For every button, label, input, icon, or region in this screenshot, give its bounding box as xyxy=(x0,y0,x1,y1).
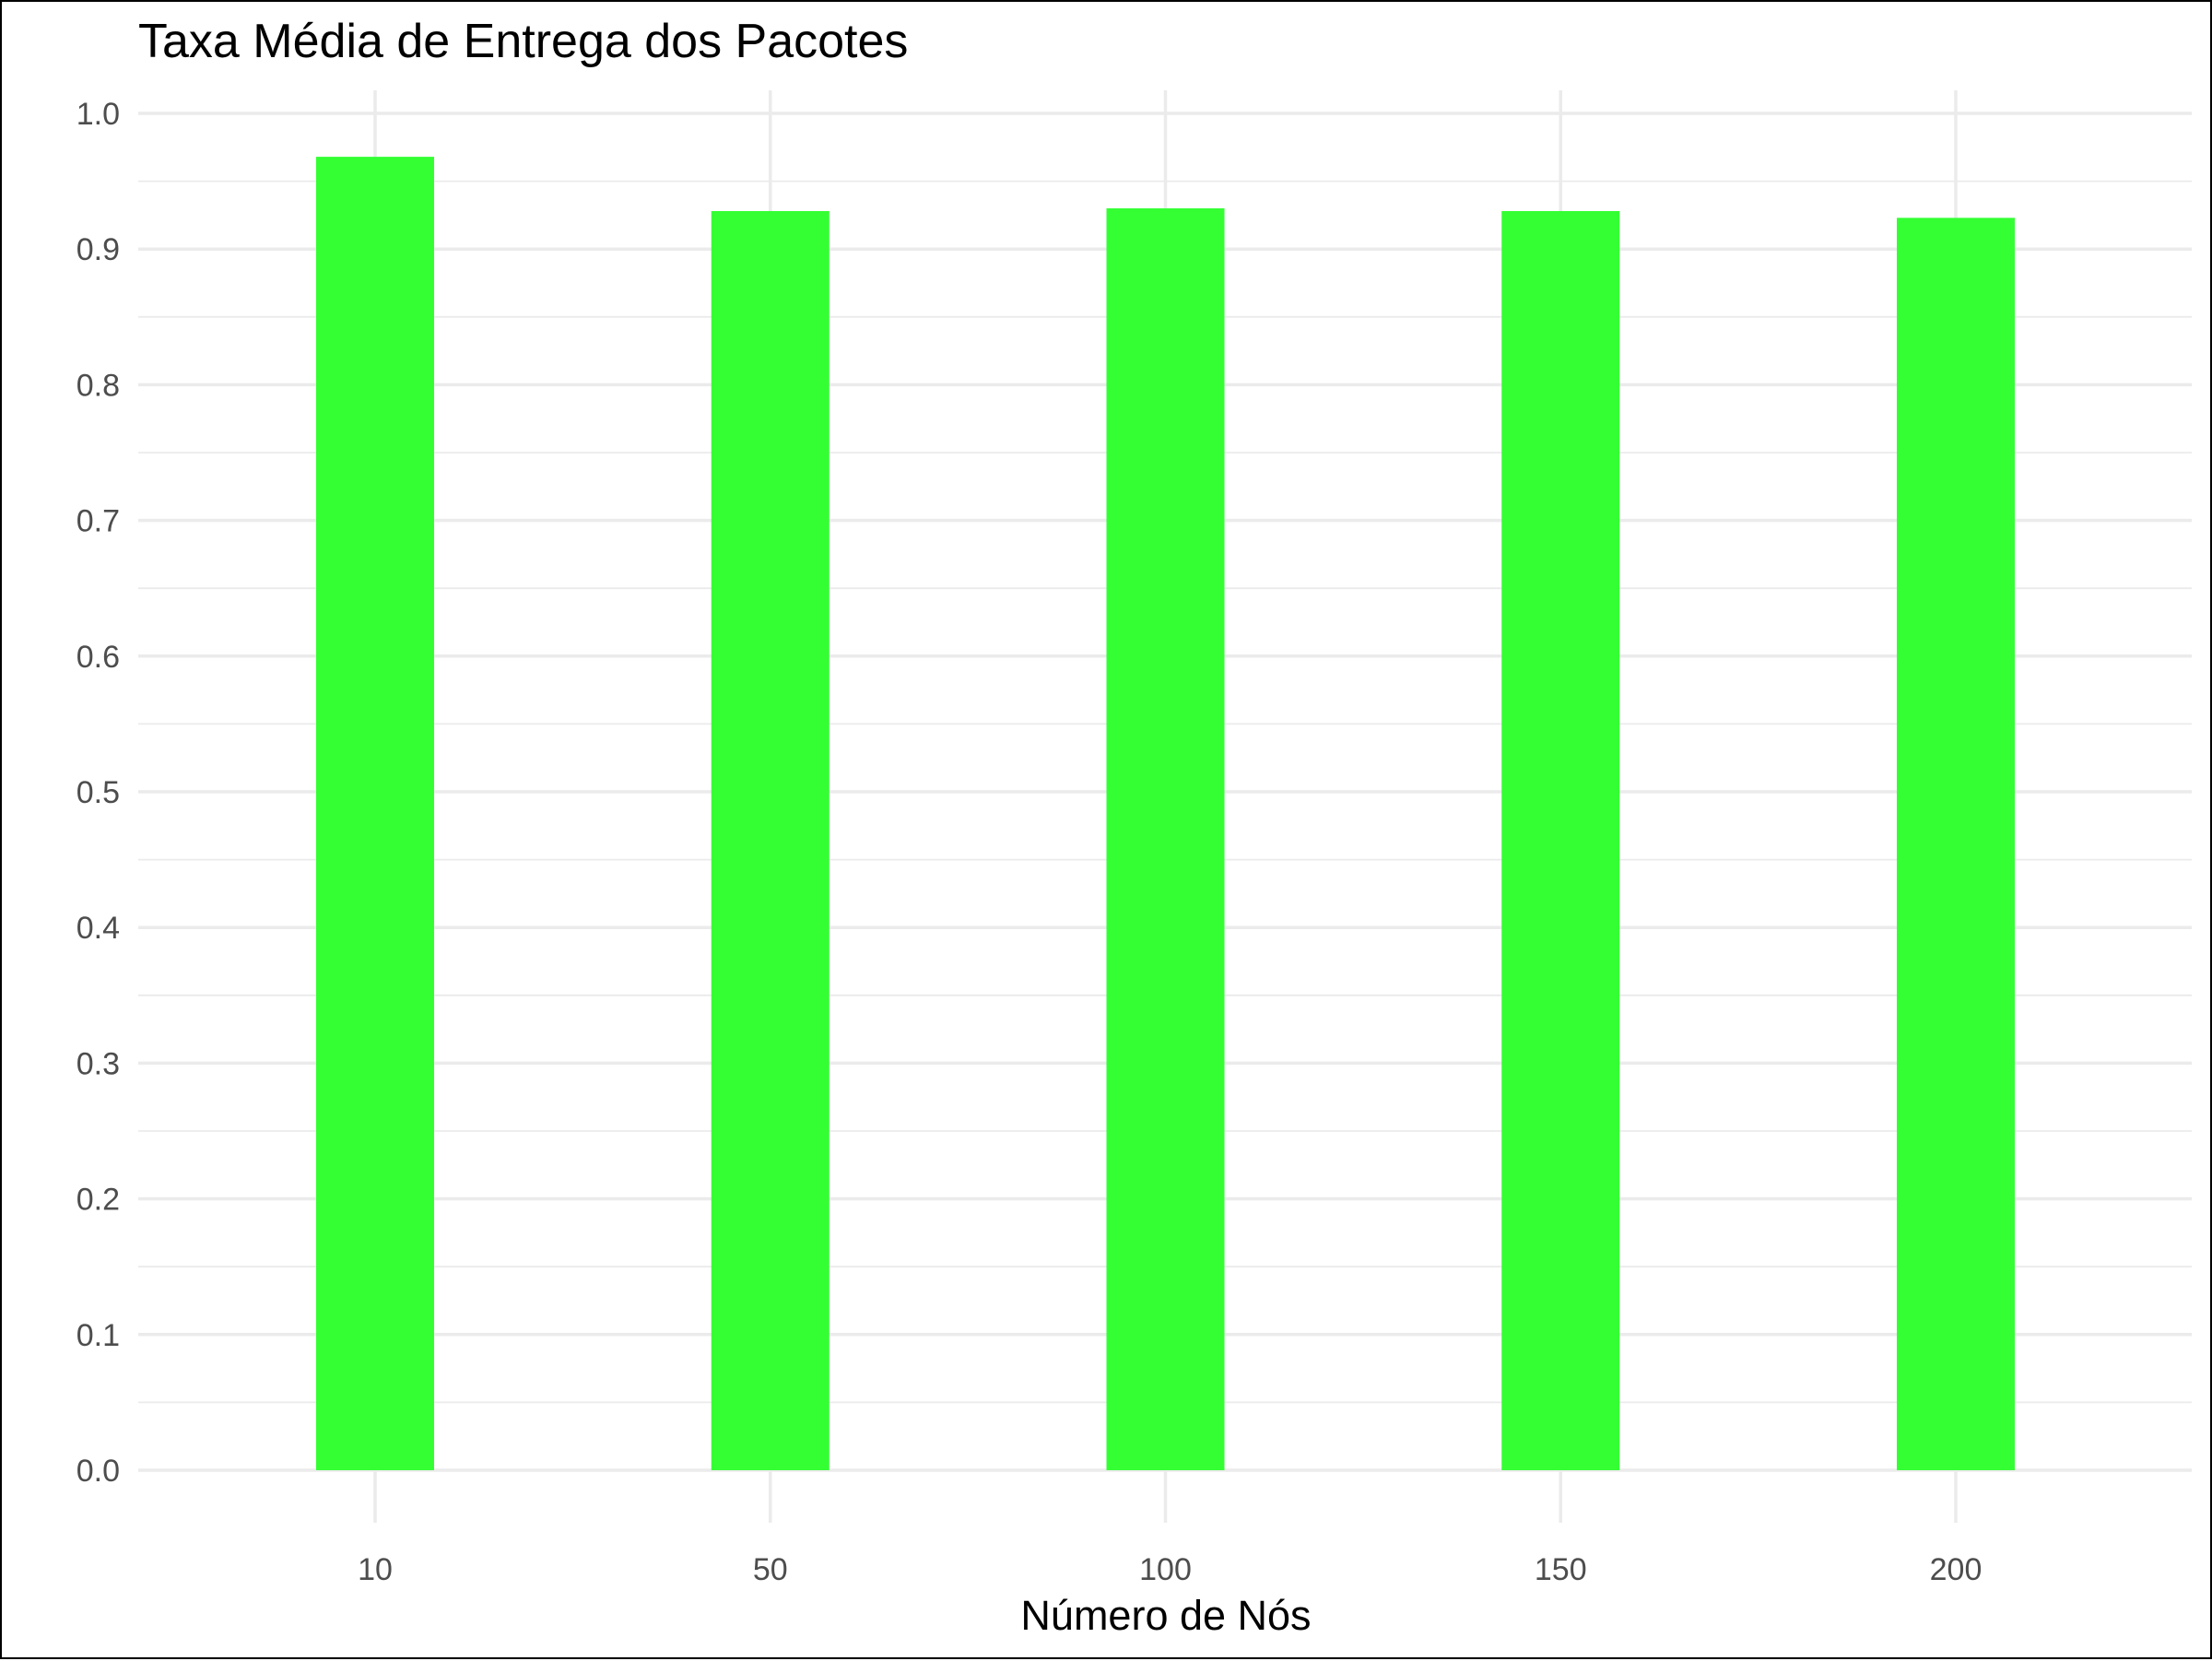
bars xyxy=(316,157,2015,1470)
y-tick-label: 0.1 xyxy=(76,1318,120,1353)
bar xyxy=(1106,208,1225,1470)
y-tick-label: 0.4 xyxy=(76,911,120,946)
y-tick-label: 1.0 xyxy=(76,97,120,132)
y-tick-label: 0.0 xyxy=(76,1454,120,1489)
x-tick-label: 100 xyxy=(1139,1552,1192,1587)
x-tick-label: 150 xyxy=(1535,1552,1587,1587)
y-tick-label: 0.2 xyxy=(76,1183,120,1218)
y-tick-label: 0.9 xyxy=(76,232,120,267)
x-tick-label: 200 xyxy=(1930,1552,1983,1587)
y-tick-label: 0.8 xyxy=(76,368,120,403)
bar xyxy=(1501,210,1620,1470)
x-tick-label: 50 xyxy=(753,1552,788,1587)
y-tick-label: 0.5 xyxy=(76,775,120,810)
x-axis-ticks: 10 50 100 150 200 xyxy=(358,1552,1982,1587)
bar xyxy=(1897,218,2015,1470)
y-tick-label: 0.3 xyxy=(76,1046,120,1081)
bar xyxy=(711,210,830,1470)
x-tick-label: 10 xyxy=(358,1552,393,1587)
bar xyxy=(316,157,434,1470)
y-tick-label: 0.6 xyxy=(76,640,120,675)
chart-title: Taxa Média de Entrega dos Pacotes xyxy=(138,15,908,68)
x-axis-label: Número de Nós xyxy=(1020,1592,1311,1639)
y-axis-ticks: 0.0 0.1 0.2 0.3 0.4 0.5 0.6 0.7 0.8 0.9 1.0 xyxy=(76,97,120,1489)
y-tick-label: 0.7 xyxy=(76,504,120,539)
